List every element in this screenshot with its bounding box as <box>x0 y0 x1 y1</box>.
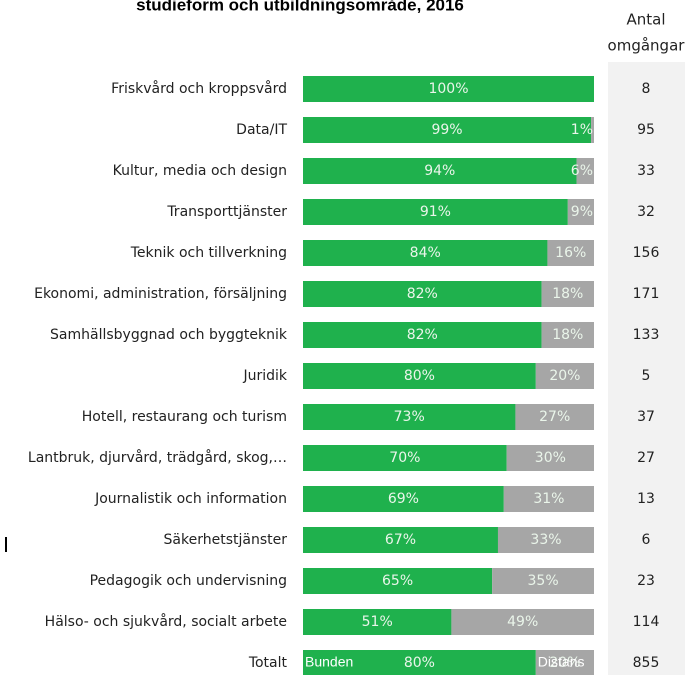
value-label: 73% <box>394 409 425 425</box>
bar-segment <box>535 363 594 389</box>
bar-segment <box>541 281 594 307</box>
y-tick-label: Ekonomi, administration, försäljning <box>34 286 287 302</box>
count-label: 133 <box>633 327 660 343</box>
value-label: 1% <box>571 122 593 138</box>
value-label: 80% <box>404 655 435 671</box>
legend-label: Bunden <box>305 654 353 670</box>
value-label: 9% <box>571 204 593 220</box>
bar-segment <box>303 609 452 635</box>
count-label: 114 <box>633 614 660 630</box>
bar-segment <box>303 240 548 266</box>
value-label: 31% <box>533 491 564 507</box>
bar-segment <box>303 650 536 676</box>
bar-segment <box>506 445 594 471</box>
bar-segment <box>515 404 594 430</box>
count-label: 27 <box>637 450 655 466</box>
y-tick-label: Lantbruk, djurvård, trädgård, skog,… <box>28 449 287 466</box>
bar-segment <box>492 568 594 594</box>
bar-segment <box>303 445 507 471</box>
count-label: 171 <box>633 286 660 302</box>
value-label: 82% <box>407 286 438 302</box>
value-label: 18% <box>552 286 583 302</box>
count-label: 23 <box>637 573 655 589</box>
value-label: 82% <box>407 327 438 343</box>
bar-segment <box>576 158 594 184</box>
legend-label: Distans <box>538 654 585 670</box>
y-tick-label: Friskvård och kroppsvård <box>111 80 287 97</box>
chart-title: studieform och utbildningsområde, 2016 <box>136 0 464 14</box>
y-tick-label: Teknik och tillverkning <box>130 245 287 261</box>
value-label: 20% <box>549 655 580 671</box>
value-label: 18% <box>552 327 583 343</box>
value-label: 6% <box>571 163 593 179</box>
y-tick-label: Transporttjänster <box>166 204 287 220</box>
bar-segment <box>541 322 594 348</box>
bar-segment <box>303 527 498 553</box>
y-tick-label: Journalistik och information <box>94 491 287 507</box>
count-header: Antal <box>626 11 665 29</box>
y-tick-label: Totalt <box>248 655 288 671</box>
count-label: 5 <box>642 368 651 384</box>
value-label: 20% <box>549 368 580 384</box>
value-label: 99% <box>431 122 462 138</box>
y-tick-label: Samhällsbyggnad och byggteknik <box>50 327 288 343</box>
bar-segment <box>303 322 542 348</box>
bar-segment <box>451 609 594 635</box>
y-tick-label: Säkerhetstjänster <box>164 532 288 548</box>
value-label: 94% <box>424 163 455 179</box>
value-label: 33% <box>530 532 561 548</box>
value-label: 65% <box>382 573 413 589</box>
y-tick-label: Juridik <box>242 368 287 384</box>
bar-segment <box>303 486 504 512</box>
bar-segment <box>503 486 594 512</box>
y-tick-label: Hotell, restaurang och turism <box>82 409 287 425</box>
count-label: 37 <box>637 409 655 425</box>
value-label: 51% <box>362 614 393 630</box>
count-label: 95 <box>637 122 655 138</box>
value-label: 67% <box>385 532 416 548</box>
count-label: 6 <box>642 532 651 548</box>
value-label: 100% <box>428 81 468 97</box>
y-tick-label: Pedagogik och undervisning <box>90 573 287 589</box>
bar-segment <box>591 117 594 143</box>
bar-segment <box>303 363 536 389</box>
count-header: omgångar <box>608 37 686 55</box>
value-label: 49% <box>507 614 538 630</box>
bar-segment <box>547 240 594 266</box>
bar-segment <box>303 199 568 225</box>
value-label: 16% <box>555 245 586 261</box>
value-label: 70% <box>389 450 420 466</box>
bar-segment <box>567 199 594 225</box>
count-label: 855 <box>633 655 660 671</box>
value-label: 35% <box>528 573 559 589</box>
bar-segment <box>303 281 542 307</box>
value-label: 69% <box>388 491 419 507</box>
value-label: 30% <box>535 450 566 466</box>
value-label: 84% <box>410 245 441 261</box>
value-label: 27% <box>539 409 570 425</box>
value-label: 91% <box>420 204 451 220</box>
bar-segment <box>303 568 493 594</box>
count-label: 13 <box>637 491 655 507</box>
y-tick-label: Kultur, media och design <box>113 163 287 179</box>
y-tick-label: Data/IT <box>236 122 287 138</box>
count-column-bg <box>608 62 685 675</box>
bar-segment <box>303 158 577 184</box>
count-label: 8 <box>642 81 651 97</box>
bar-segment <box>497 527 594 553</box>
bar-segment <box>535 650 594 676</box>
count-label: 32 <box>637 204 655 220</box>
bar-segment <box>303 76 594 102</box>
bar-segment <box>303 404 516 430</box>
value-label: 80% <box>404 368 435 384</box>
count-label: 33 <box>637 163 655 179</box>
y-tick-label: Hälso- och sjukvård, socialt arbete <box>45 613 287 630</box>
bar-segment <box>303 117 592 143</box>
count-label: 156 <box>633 245 660 261</box>
